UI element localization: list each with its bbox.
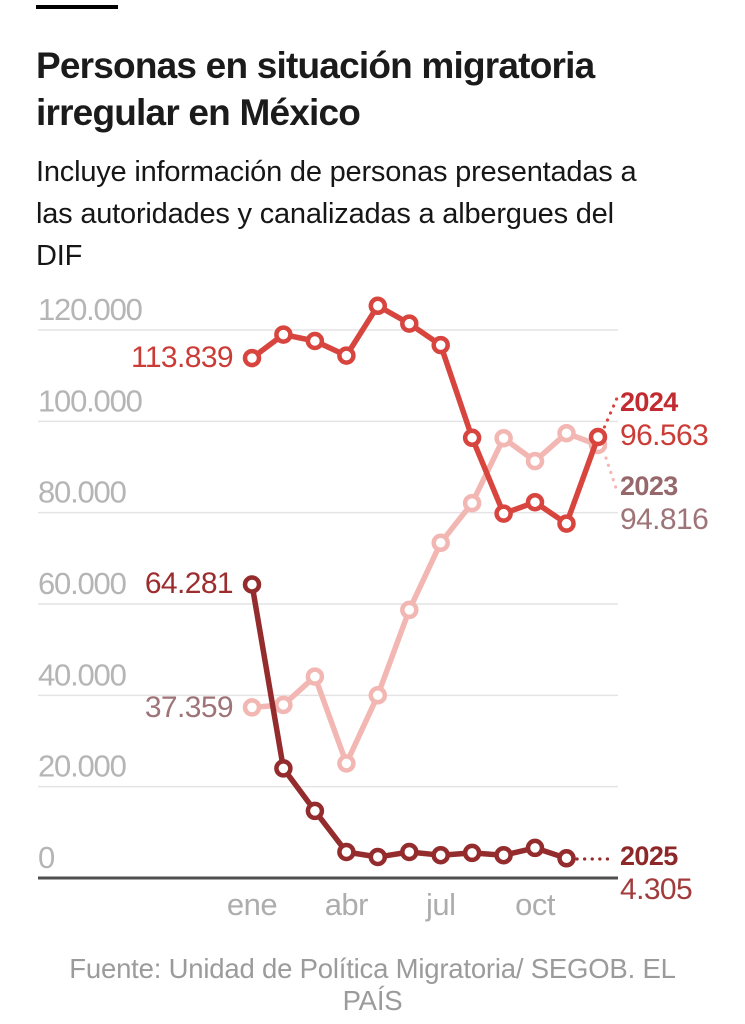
point-marker-2025 [242,575,262,594]
point-marker-2024 [525,492,545,512]
point-marker-2023 [525,451,545,471]
point-marker-2024 [242,348,262,368]
point-marker-2024 [400,314,419,333]
series-label-2025: 2025 4.305 [620,839,693,907]
series-year-2024: 2024 [620,387,678,417]
point-marker-2023 [494,428,513,448]
point-marker-2023 [242,698,262,717]
y-tick-label: 20.000 [38,749,127,784]
point-marker-2024 [494,504,513,523]
series-value-2025: 4.305 [620,873,693,906]
point-marker-2025 [431,845,450,865]
point-marker-2025 [462,843,482,863]
series-label-2024: 2024 96.563 [620,385,709,453]
point-marker-2023 [368,686,388,705]
start-value-2023: 37.359 [144,691,234,724]
point-marker-2023 [557,423,576,443]
x-tick-label: oct [515,887,556,922]
leader-dots-2023 [604,456,619,493]
leader-dots-2024 [602,396,619,429]
series-label-2023: 2023 94.816 [620,469,709,537]
start-value-2025: 64.281 [144,567,234,600]
y-tick-label: 40.000 [38,657,127,692]
point-marker-2023 [337,754,356,773]
point-marker-2023 [305,667,325,686]
x-tick-label: jul [425,887,456,922]
series-value-2023: 94.816 [620,503,709,536]
chart-title: Personas en situación migratoria irregul… [36,45,595,133]
series-line-2023 [249,430,601,767]
y-tick-label: 0 [38,840,55,875]
point-marker-2024 [274,325,293,344]
point-marker-2025 [274,759,293,778]
top-rule [36,5,118,9]
y-tick-label: 100.000 [38,383,143,418]
point-marker-2025 [337,842,356,862]
chart-subtitle: Incluye información de personas presenta… [36,156,637,272]
y-tick-label: 60.000 [38,566,127,601]
start-value-2024: 113.839 [130,341,234,374]
series-year-2023: 2023 [620,471,678,501]
source-note: Fuente: Unidad de Política Migratoria/ S… [69,953,676,1016]
point-marker-2025 [525,838,545,858]
point-marker-2024 [588,427,608,447]
point-marker-2023 [400,600,419,620]
y-tick-label: 120.000 [38,292,143,327]
point-marker-2024 [462,428,482,448]
series-value-2024: 96.563 [620,419,709,452]
point-marker-2024 [431,335,450,355]
series-line-2025 [249,581,570,862]
point-marker-2023 [462,493,482,513]
point-marker-2025 [557,849,576,868]
x-tick-label: ene [227,887,277,922]
series-line-2024 [249,303,601,527]
point-marker-2024 [557,514,576,533]
point-marker-2023 [431,533,450,553]
series-year-2025: 2025 [620,841,678,871]
point-marker-2025 [305,801,325,821]
point-marker-2025 [368,847,388,867]
point-marker-2024 [337,346,356,365]
point-marker-2024 [305,331,325,351]
point-marker-2025 [494,845,513,865]
x-tick-label: abr [325,887,368,922]
y-tick-label: 80.000 [38,475,127,510]
point-marker-2023 [274,695,293,715]
point-marker-2024 [368,296,388,316]
point-marker-2025 [400,842,419,862]
